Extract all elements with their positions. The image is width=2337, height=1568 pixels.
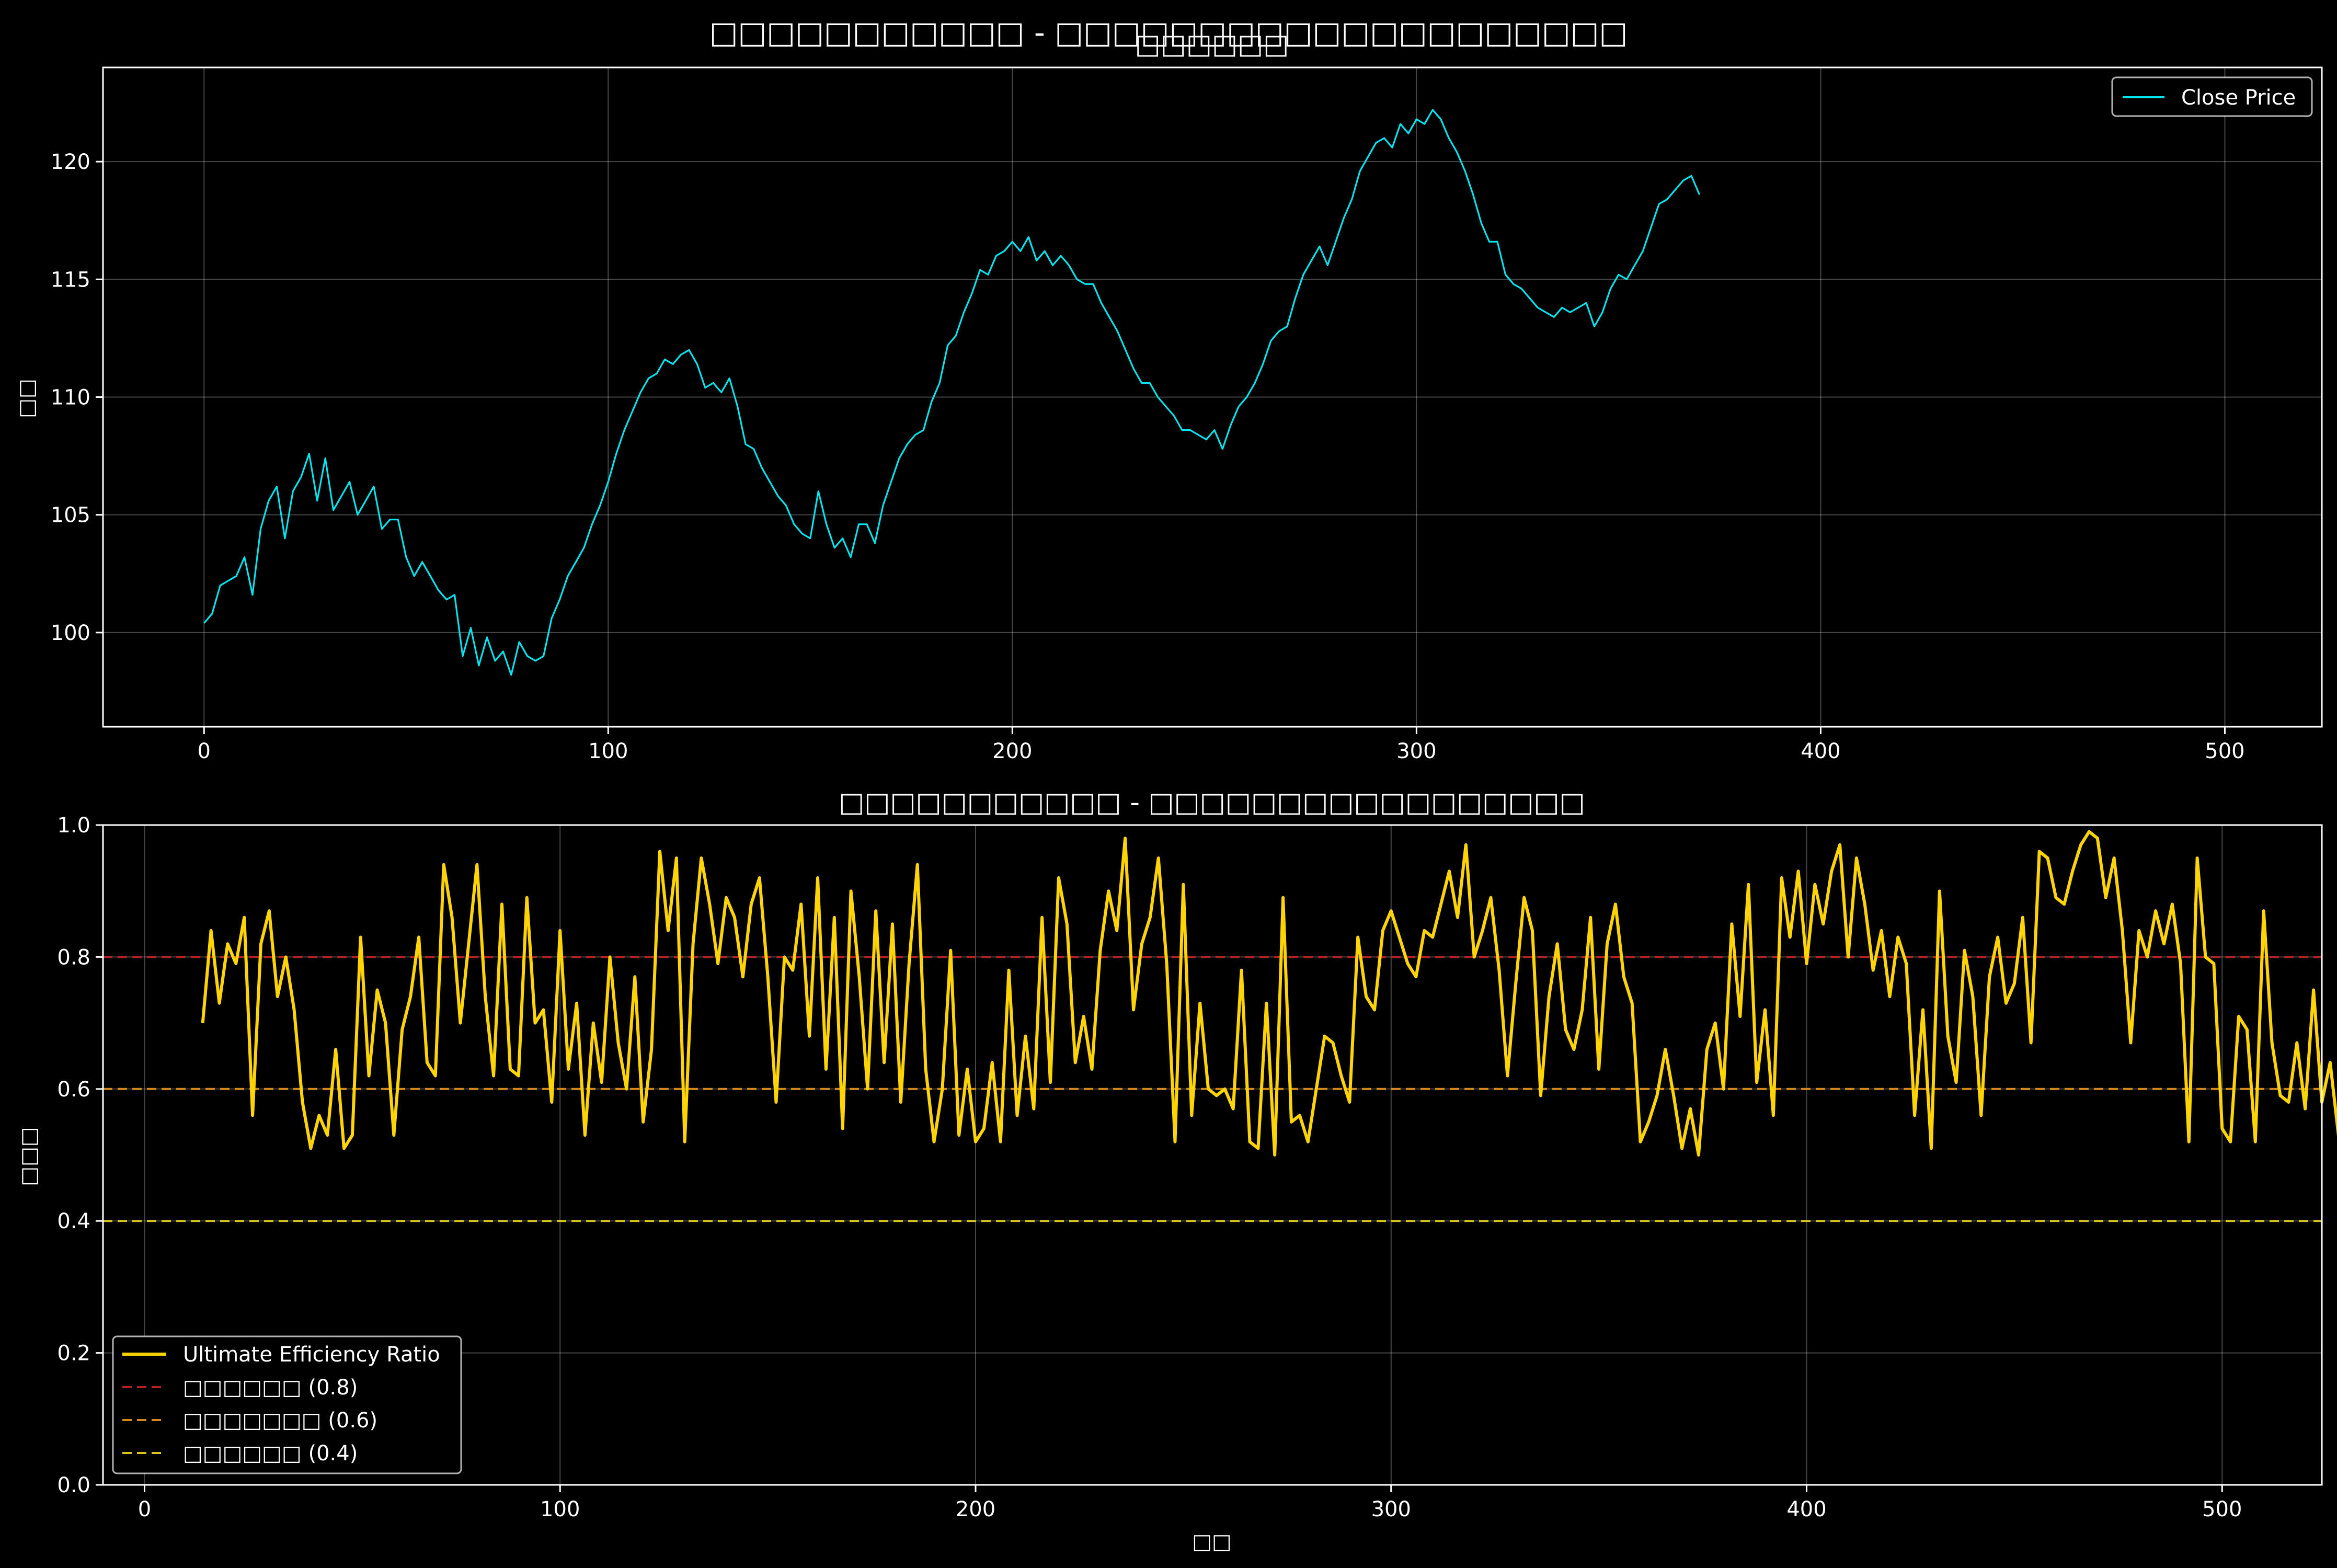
legend-label-thr-mid: □□□□□□□ (0.6) <box>183 1409 377 1433</box>
legend-label-thr-high: □□□□□□ (0.8) <box>183 1376 358 1400</box>
efficiency-x-tick-label: 500 <box>2202 1497 2242 1521</box>
efficiency-x-tick-label: 200 <box>956 1497 995 1521</box>
efficiency-y-label: □□□ <box>17 1127 41 1186</box>
price-y-label: □□ <box>15 379 39 418</box>
price-y-tick-label: 120 <box>51 150 90 174</box>
price-y-tick-label: 115 <box>51 268 90 292</box>
efficiency-x-tick-label: 300 <box>1371 1497 1411 1521</box>
price-legend: Close Price <box>2112 77 2312 116</box>
efficiency-x-label: □□ <box>1192 1530 1232 1554</box>
efficiency-y-tick-label: 0.4 <box>57 1209 90 1233</box>
efficiency-y-tick-label: 1.0 <box>57 814 90 838</box>
efficiency-y-tick-label: 0.6 <box>57 1078 90 1102</box>
price-y-tick-label: 100 <box>51 621 90 645</box>
efficiency-chart-title: □□□□□□□□□□□ - □□□□□□□□□□□□□□□□□ <box>839 787 1585 818</box>
price-x-tick-label: 500 <box>2205 739 2244 763</box>
price-x-tick-label: 300 <box>1396 739 1436 763</box>
legend-label-efficiency: Ultimate Efficiency Ratio <box>183 1343 440 1367</box>
price-chart-title: □□□□□□ <box>1135 29 1289 60</box>
price-x-tick-label: 400 <box>1801 739 1840 763</box>
price-x-tick-label: 0 <box>198 739 211 763</box>
price-legend-label: Close Price <box>2181 86 2296 110</box>
efficiency-y-tick-label: 0.8 <box>57 945 90 969</box>
price-y-tick-label: 105 <box>51 503 90 528</box>
price-y-tick-label: 110 <box>51 386 90 410</box>
efficiency-y-tick-label: 0.0 <box>57 1473 90 1497</box>
price-x-tick-label: 100 <box>588 739 628 763</box>
efficiency-legend: Ultimate Efficiency Ratio □□□□□□ (0.8) □… <box>113 1336 461 1473</box>
efficiency-x-tick-label: 400 <box>1786 1497 1826 1521</box>
efficiency-x-tick-label: 100 <box>540 1497 580 1521</box>
efficiency-y-tick-label: 0.2 <box>57 1342 90 1366</box>
legend-label-thr-low: □□□□□□ (0.4) <box>183 1441 358 1466</box>
price-x-tick-label: 200 <box>992 739 1032 763</box>
efficiency-x-tick-label: 0 <box>138 1497 151 1521</box>
